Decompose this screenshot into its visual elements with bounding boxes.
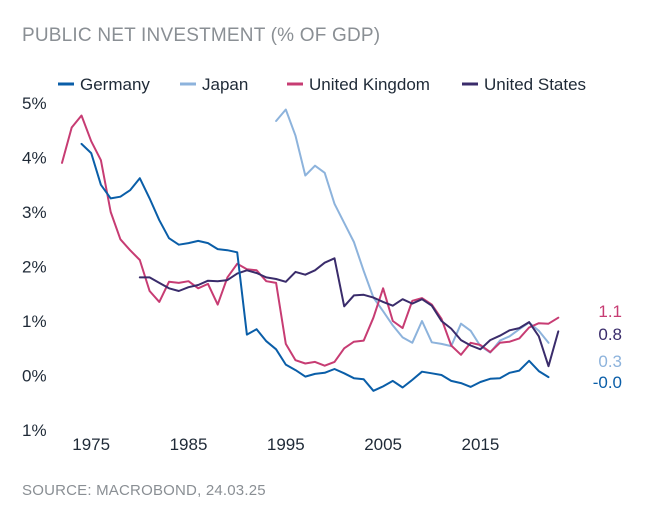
- y-tick-label: 2%: [22, 258, 47, 277]
- x-axis: 1975 1985 1995 2005 2015: [72, 435, 499, 454]
- series-line: [275, 108, 550, 354]
- end-labels: -0.0 0.3 1.1 0.8: [593, 302, 622, 392]
- series-line: [138, 257, 560, 368]
- end-value-label: -0.0: [593, 373, 622, 392]
- legend-item: Japan: [180, 75, 248, 94]
- x-tick-label: 2005: [364, 435, 402, 454]
- legend-item: United States: [462, 75, 586, 94]
- x-tick-label: 2015: [462, 435, 500, 454]
- y-tick-label: 1%: [22, 312, 47, 331]
- chart-title: PUBLIC NET INVESTMENT (% OF GDP): [22, 25, 380, 46]
- x-tick-label: 1995: [267, 435, 305, 454]
- y-tick-label: 1%: [22, 421, 47, 440]
- series-line: [61, 114, 560, 367]
- x-tick-label: 1985: [170, 435, 208, 454]
- y-tick-label: 0%: [22, 367, 47, 386]
- end-value-label: 0.3: [598, 352, 622, 371]
- y-tick-label: 5%: [22, 94, 47, 113]
- plot-area: 5% 4% 3% 2% 1% 0% 1% 1975 1985 1995 2005 2015 -0.0…: [22, 94, 622, 454]
- legend-label: Germany: [80, 75, 150, 94]
- end-value-label: 0.8: [598, 325, 622, 344]
- series-lines: [61, 108, 560, 392]
- y-tick-label: 3%: [22, 203, 47, 222]
- series-line: [80, 142, 550, 392]
- legend-label: United States: [484, 75, 586, 94]
- x-tick-label: 1975: [72, 435, 110, 454]
- legend-label: Japan: [202, 75, 248, 94]
- legend-label: United Kingdom: [309, 75, 430, 94]
- legend-item: Germany: [58, 75, 150, 94]
- source-note: SOURCE: MACROBOND, 24.03.25: [22, 482, 266, 499]
- legend: Germany Japan United Kingdom United States: [58, 75, 586, 94]
- end-value-label: 1.1: [598, 302, 622, 321]
- y-axis: 5% 4% 3% 2% 1% 0% 1%: [22, 94, 47, 440]
- y-tick-label: 4%: [22, 149, 47, 168]
- legend-item: United Kingdom: [287, 75, 430, 94]
